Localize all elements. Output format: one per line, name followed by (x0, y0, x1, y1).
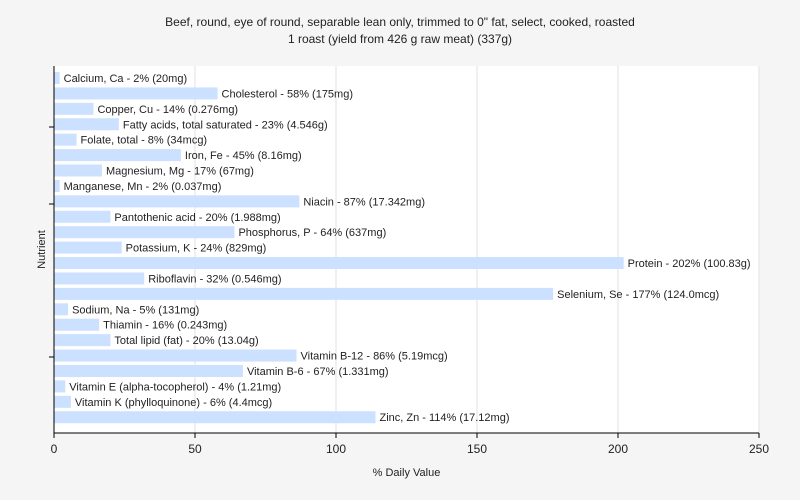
bar (54, 318, 100, 331)
bar (54, 149, 181, 162)
bar-label: Total lipid (fat) - 20% (13.04g) (114, 335, 258, 347)
bar-label: Folate, total - 8% (34mcg) (81, 135, 208, 147)
bar (54, 210, 111, 223)
bar (54, 72, 60, 84)
bar-label: Fatty acids, total saturated - 23% (4.54… (123, 119, 328, 131)
bar-label: Magnesium, Mg - 17% (67mg) (106, 166, 254, 178)
bar (54, 118, 119, 131)
bar-label: Copper, Cu - 14% (0.276mg) (97, 104, 238, 116)
bar-label: Vitamin B-12 - 86% (5.19mcg) (301, 351, 448, 363)
chart-title: Beef, round, eye of round, separable lea… (165, 15, 635, 29)
bar-label: Thiamin - 16% (0.243mg) (103, 320, 227, 332)
chart-subtitle: 1 roast (yield from 426 g raw meat) (337… (287, 32, 513, 46)
x-tick-label: 100 (326, 442, 346, 456)
bar-label: Pantothenic acid - 20% (1.988mg) (114, 212, 280, 224)
bar (54, 395, 71, 408)
y-axis-title: Nutrient (36, 230, 48, 269)
bar (54, 241, 122, 254)
bar (54, 272, 145, 285)
bar-label: Manganese, Mn - 2% (0.037mg) (64, 181, 222, 193)
bar (54, 195, 300, 208)
bar-label: Niacin - 87% (17.342mg) (303, 196, 425, 208)
bar (54, 303, 69, 316)
bar-label: Riboflavin - 32% (0.546mg) (148, 273, 281, 285)
x-tick-label: 250 (749, 442, 769, 456)
bar-label: Protein - 202% (100.83g) (628, 258, 751, 270)
bar-label: Sodium, Na - 5% (131mg) (72, 304, 199, 316)
bar (54, 257, 624, 270)
bar-label: Vitamin B-6 - 67% (1.331mg) (247, 366, 389, 378)
x-tick-label: 150 (467, 442, 487, 456)
bar-label: Potassium, K - 24% (829mg) (126, 243, 267, 255)
x-tick-label: 200 (608, 442, 628, 456)
bar-label: Phosphorus, P - 64% (637mg) (238, 227, 386, 239)
bar (54, 364, 243, 377)
bar (54, 164, 102, 177)
x-tick-label: 0 (51, 442, 58, 456)
bar (54, 349, 297, 362)
bar-label: Selenium, Se - 177% (124.0mcg) (557, 289, 719, 301)
bar-label: Calcium, Ca - 2% (20mg) (64, 73, 187, 85)
bar (54, 334, 111, 347)
bar-label: Iron, Fe - 45% (8.16mg) (185, 150, 302, 162)
bar (54, 380, 66, 393)
bar (54, 87, 218, 100)
bar (54, 411, 376, 424)
bar (54, 179, 60, 192)
bar-label: Zinc, Zn - 114% (17.12mg) (379, 412, 509, 424)
chart-title-block: Beef, round, eye of round, separable lea… (0, 14, 800, 48)
bar (54, 226, 235, 239)
bar-label: Vitamin E (alpha-tocopherol) - 4% (1.21m… (69, 381, 281, 393)
x-axis-title: % Daily Value (373, 467, 441, 479)
bar-label: Cholesterol - 58% (175mg) (222, 88, 353, 100)
bar (54, 102, 94, 115)
x-tick-label: 50 (188, 442, 202, 456)
bar-label: Vitamin K (phylloquinone) - 6% (4.4mcg) (75, 397, 272, 409)
bar (54, 287, 554, 300)
bar (54, 133, 77, 146)
